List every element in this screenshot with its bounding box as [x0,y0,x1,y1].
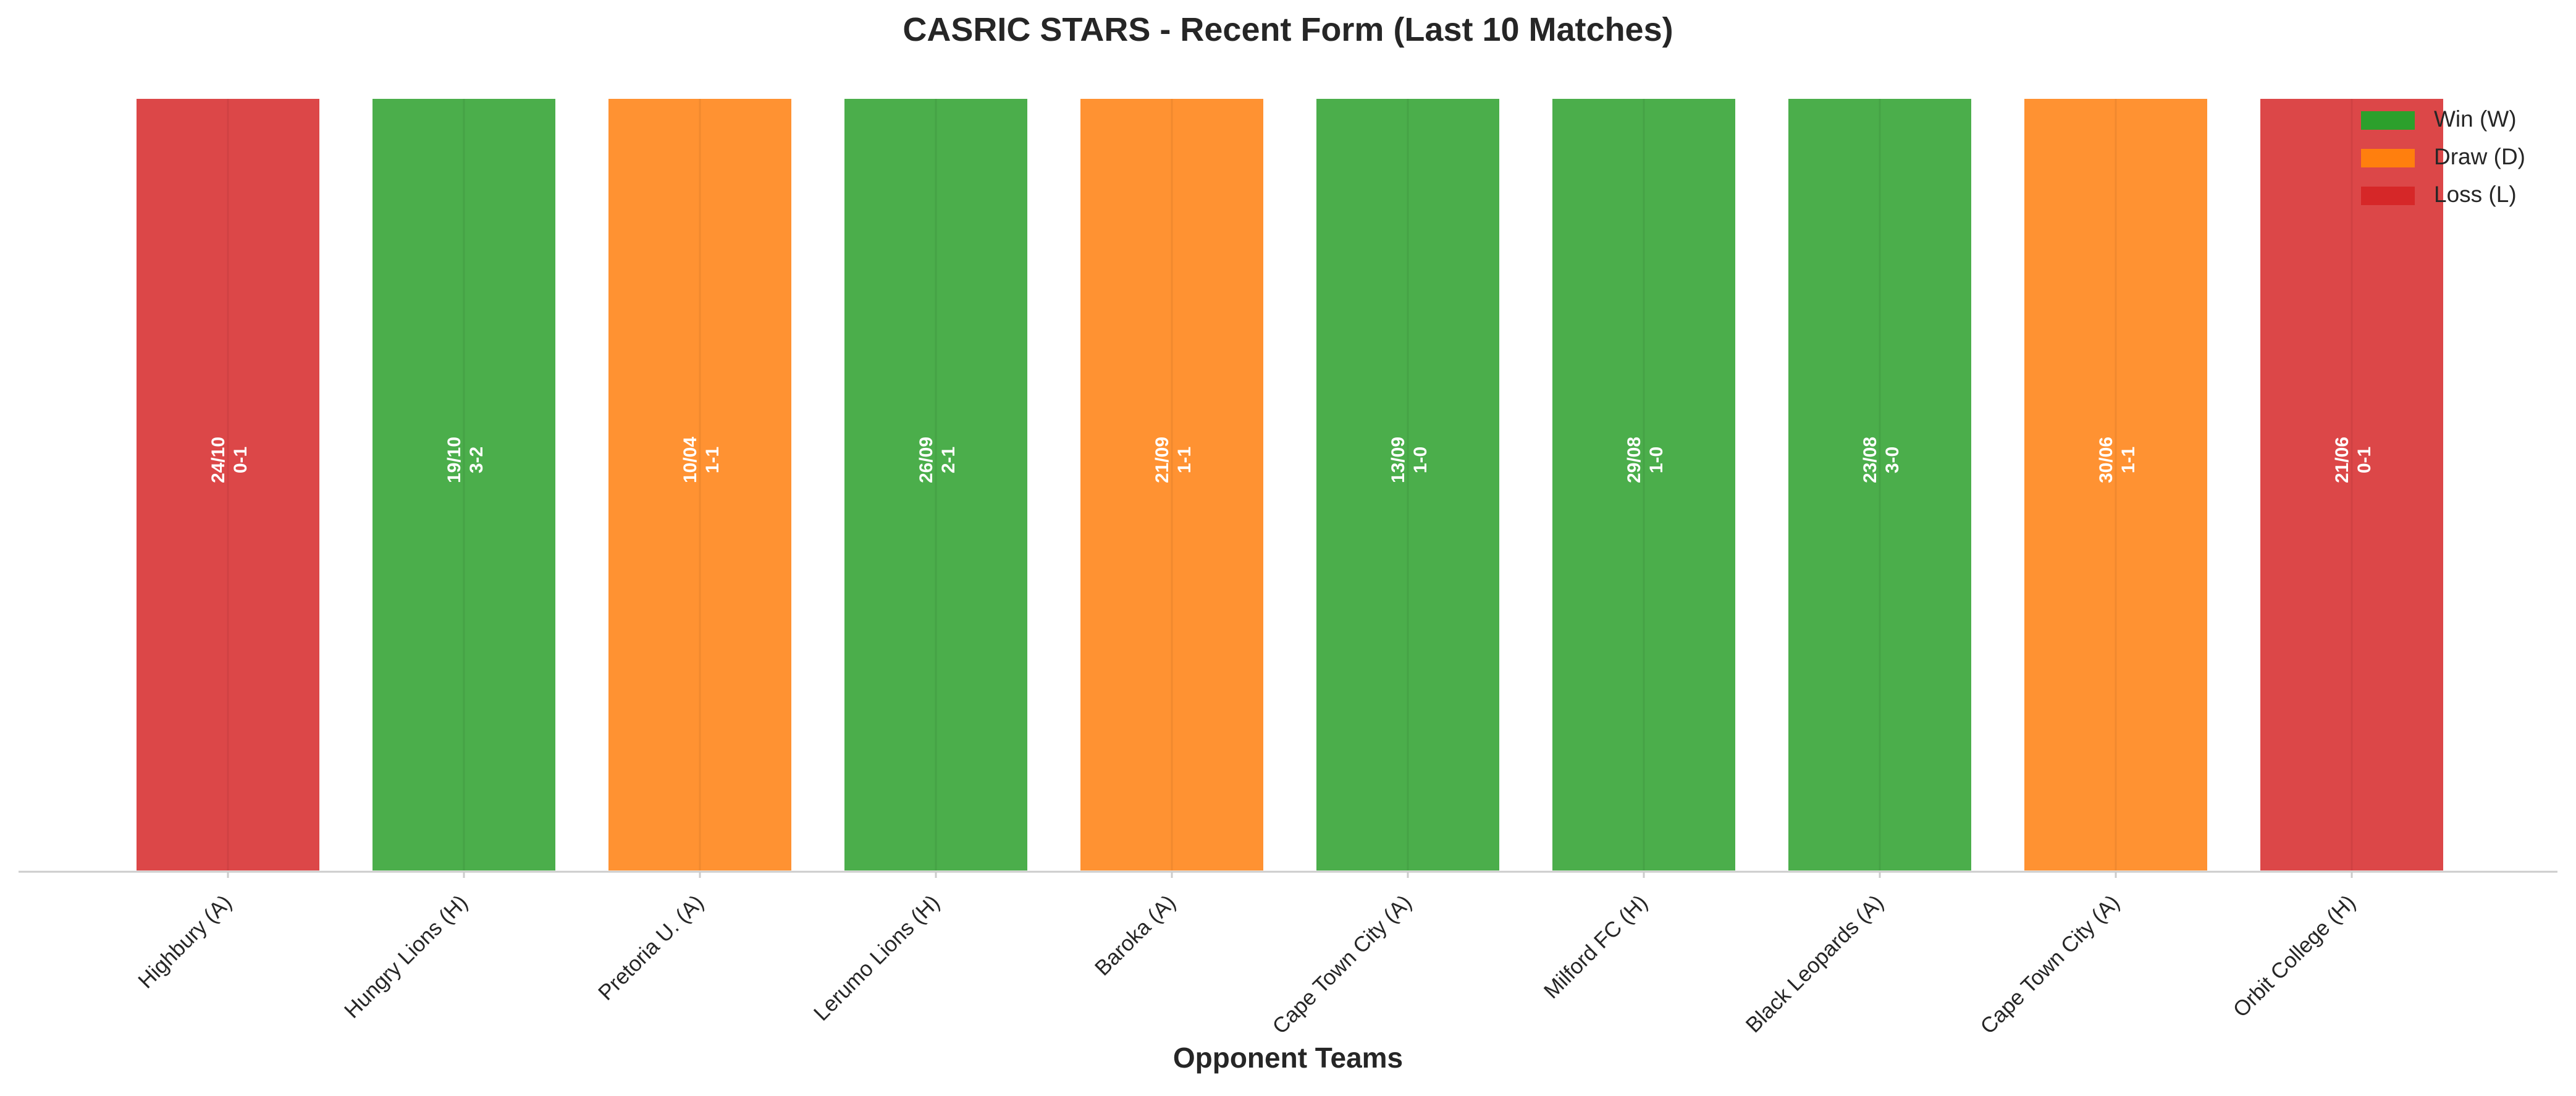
bar-data-label-8: 23/08 3-0 [1860,437,1903,483]
bar-3 [606,96,794,873]
match-date-label: 13/09 [1388,437,1408,483]
bar-data-label-9: 30/06 1-1 [2096,437,2139,483]
legend-swatch-d [2361,149,2415,167]
match-score-label: 1-1 [2118,447,2139,473]
x-tick-label-1: Highbury (A) [133,890,236,993]
match-score-label: 0-1 [230,447,251,473]
match-score-label: 1-1 [702,447,723,473]
match-date-label: 24/10 [208,437,229,483]
bar-data-label-4: 26/09 2-1 [916,437,959,483]
bar-5 [1078,96,1266,873]
x-tick-label-6: Cape Town City (A) [1268,890,1416,1039]
bar-data-label-10: 21/06 0-1 [2332,437,2375,483]
x-tick-label-8: Black Leopards (A) [1741,890,1888,1037]
bar-data-label-5: 21/09 1-1 [1152,437,1195,483]
match-score-label: 3-0 [1882,447,1903,473]
bar-data-label-1: 24/10 0-1 [208,437,251,483]
match-date-label: 21/06 [2332,437,2352,483]
x-tick-labels: Highbury (A) Hungry Lions (H) Pretoria U. … [133,872,2360,1039]
legend-label-d: Draw (D) [2434,144,2525,169]
legend-swatch-w [2361,111,2415,130]
match-date-label: 26/09 [916,437,937,483]
legend: Win (W) Draw (D) Loss (L) [2361,106,2525,207]
match-date-label: 19/10 [444,437,465,483]
match-date-label: 29/08 [1624,437,1644,483]
match-date-label: 30/06 [2096,437,2116,483]
bar-labels-layer: 24/10 0-1 19/10 3-2 10/04 1-1 26/09 2-1 21/09 1-1… [208,437,2375,483]
legend-label-w: Win (W) [2434,106,2517,132]
chart-title: CASRIC STARS - Recent Form (Last 10 Matc… [903,11,1673,48]
x-tick-label-7: Milford FC (H) [1539,890,1652,1003]
bar-6 [1314,96,1502,873]
x-tick-label-10: Orbit College (H) [2228,890,2360,1022]
bar-data-label-3: 10/04 1-1 [680,437,723,483]
x-axis-label: Opponent Teams [1173,1042,1403,1074]
bar-2 [370,96,558,873]
bar-7 [1550,96,1738,873]
x-tick-label-4: Lerumo Lions (H) [809,890,945,1026]
bar-data-label-2: 19/10 3-2 [444,437,487,483]
bars-layer [134,96,2446,873]
x-tick-label-9: Cape Town City (A) [1976,890,2124,1039]
bar-data-label-6: 13/09 1-0 [1388,437,1431,483]
bar-10 [2258,96,2446,873]
bar-8 [1786,96,1974,873]
match-score-label: 0-1 [2354,447,2375,473]
bar-4 [842,96,1030,873]
match-date-label: 10/04 [680,437,701,483]
match-date-label: 21/09 [1152,437,1172,483]
x-tick-label-3: Pretoria U. (A) [594,890,709,1005]
legend-swatch-l [2361,187,2415,205]
match-date-label: 23/08 [1860,437,1880,483]
match-score-label: 1-0 [1646,447,1667,473]
x-tick-label-5: Baroka (A) [1090,890,1181,980]
bar-1 [134,96,322,873]
match-score-label: 1-0 [1410,447,1431,473]
match-score-label: 3-2 [466,447,487,473]
legend-label-l: Loss (L) [2434,182,2517,207]
match-score-label: 1-1 [1174,447,1195,473]
x-tick-label-2: Hungry Lions (H) [340,890,473,1023]
bar-data-label-7: 29/08 1-0 [1624,437,1667,483]
match-score-label: 2-1 [938,447,959,473]
